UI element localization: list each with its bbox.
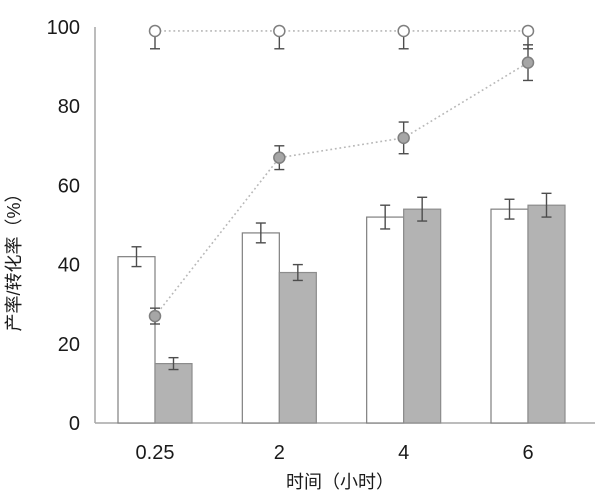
bar-gray-bars-4 [403, 208, 442, 424]
bar-white-bars-4 [366, 216, 405, 424]
x-tick-label-2: 2 [274, 442, 285, 464]
filled-circle-marker-4 [397, 131, 410, 145]
open-circle-marker-4 [397, 24, 410, 38]
bar-white-bars-2 [241, 232, 280, 424]
x-axis-title: 时间（小时） [286, 472, 394, 492]
bar-white-bars-0.25 [117, 256, 156, 424]
open-circle-marker-2 [273, 24, 286, 38]
filled-circle-marker-0.25 [148, 309, 162, 323]
dotted-line-filled-circle-line [154, 61, 529, 317]
x-tick-label-0.25: 0.25 [136, 442, 175, 464]
y-tick-label-80: 80 [58, 96, 80, 118]
open-circle-marker-6 [521, 24, 535, 38]
y-tick-label-100: 100 [47, 17, 80, 39]
filled-circle-marker-6 [521, 56, 535, 69]
open-circle-marker-0.25 [148, 24, 162, 38]
bar-gray-bars-0.25 [154, 363, 193, 424]
y-tick-label-60: 60 [58, 175, 80, 197]
bar-gray-bars-2 [278, 271, 317, 424]
y-tick-label-0: 0 [69, 413, 80, 435]
y-tick-label-40: 40 [58, 255, 80, 277]
y-axis-title: 产率/转化率（%） [4, 184, 24, 331]
bar-gray-bars-6 [527, 204, 566, 424]
x-tick-label-6: 6 [522, 442, 533, 464]
bar-white-bars-6 [490, 208, 529, 424]
x-tick-label-4: 4 [398, 442, 409, 464]
y-tick-label-20: 20 [58, 334, 80, 356]
filled-circle-marker-2 [273, 151, 286, 164]
